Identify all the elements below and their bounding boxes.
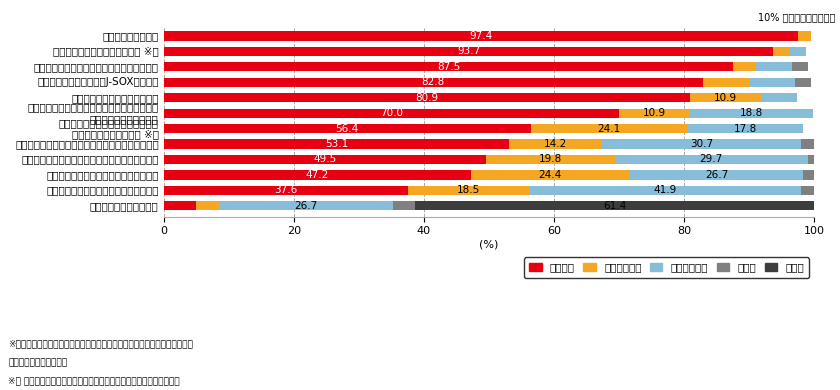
Text: 80.9: 80.9 — [415, 93, 438, 103]
Text: 49.5: 49.5 — [313, 154, 336, 165]
Bar — [509, 139, 601, 149]
Legend: 実施済み, 実施を検討中, 実施予定なし, その他, 無回答: 実施済み, 実施を検討中, 実施予定なし, その他, 無回答 — [524, 257, 809, 278]
Text: 93.7: 93.7 — [457, 46, 480, 57]
Text: 30.7: 30.7 — [690, 139, 713, 149]
Bar — [702, 78, 749, 87]
Bar — [792, 62, 808, 71]
Text: 26.7: 26.7 — [294, 201, 318, 211]
Bar — [528, 186, 801, 195]
Bar — [801, 139, 815, 149]
Bar — [486, 155, 615, 164]
Bar — [164, 78, 702, 87]
Bar — [164, 47, 774, 56]
Text: 10.9: 10.9 — [643, 108, 666, 118]
Text: ※１（行動規範、コンプライアンス規定・マニュアルの制定、不正防止方針: ※１（行動規範、コンプライアンス規定・マニュアルの制定、不正防止方針 — [8, 339, 193, 348]
Bar — [164, 124, 531, 133]
Text: 61.4: 61.4 — [603, 201, 627, 211]
Text: 41.9: 41.9 — [654, 185, 677, 195]
Text: 37.6: 37.6 — [275, 185, 297, 195]
Bar — [531, 124, 688, 133]
Text: 47.2: 47.2 — [306, 170, 328, 180]
Bar — [197, 201, 219, 211]
Bar — [164, 155, 486, 164]
Text: ※２ 対応基準として（初動調査、危機管理体制等）と括弧書きで例示: ※２ 対応基準として（初動調査、危機管理体制等）と括弧書きで例示 — [8, 376, 180, 385]
Bar — [601, 139, 801, 149]
Bar — [690, 108, 812, 118]
Text: 14.2: 14.2 — [543, 139, 567, 149]
Bar — [733, 62, 756, 71]
Text: 10% 未満の数値は非表示: 10% 未満の数値は非表示 — [759, 12, 836, 22]
Bar — [164, 186, 408, 195]
Bar — [164, 201, 197, 211]
Text: 29.7: 29.7 — [700, 154, 723, 165]
Text: 10.9: 10.9 — [714, 93, 738, 103]
Text: 18.5: 18.5 — [457, 185, 480, 195]
Bar — [803, 170, 815, 179]
Bar — [749, 78, 795, 87]
Bar — [774, 47, 790, 56]
Text: 70.0: 70.0 — [380, 108, 403, 118]
Bar — [801, 186, 815, 195]
Bar — [164, 93, 690, 102]
Text: 18.8: 18.8 — [740, 108, 763, 118]
Bar — [690, 93, 761, 102]
Bar — [619, 108, 690, 118]
Bar — [164, 62, 733, 71]
Bar — [756, 62, 792, 71]
Text: 24.1: 24.1 — [597, 124, 621, 134]
Text: 53.1: 53.1 — [325, 139, 348, 149]
Bar — [164, 170, 471, 179]
Bar — [790, 47, 806, 56]
Bar — [164, 108, 619, 118]
Bar — [808, 155, 815, 164]
X-axis label: (%): (%) — [480, 239, 499, 249]
Bar — [219, 201, 393, 211]
Bar — [415, 201, 815, 211]
Bar — [795, 78, 811, 87]
Text: 87.5: 87.5 — [437, 62, 460, 72]
Bar — [471, 170, 630, 179]
Bar — [393, 201, 415, 211]
Text: 97.4: 97.4 — [469, 31, 492, 41]
Text: 82.8: 82.8 — [422, 77, 444, 87]
Text: 19.8: 19.8 — [538, 154, 562, 165]
Bar — [761, 93, 797, 102]
Text: 17.8: 17.8 — [734, 124, 757, 134]
Bar — [164, 139, 509, 149]
Bar — [164, 31, 797, 41]
Bar — [408, 186, 528, 195]
Bar — [630, 170, 803, 179]
Bar — [797, 31, 811, 41]
Bar — [615, 155, 808, 164]
Text: 24.4: 24.4 — [538, 170, 562, 180]
Text: など）と括弧書きで例示: など）と括弧書きで例示 — [8, 359, 67, 368]
Bar — [688, 124, 803, 133]
Text: 26.7: 26.7 — [705, 170, 728, 180]
Text: 56.4: 56.4 — [335, 124, 359, 134]
